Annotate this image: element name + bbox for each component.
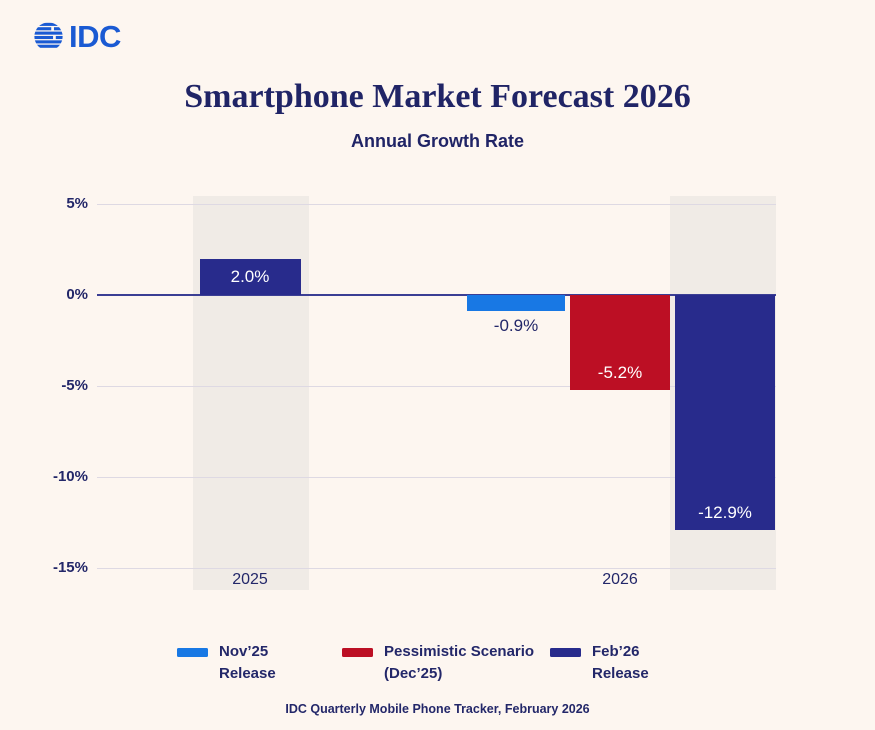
source-note: IDC Quarterly Mobile Phone Tracker, Febr… [285,702,590,716]
legend-swatch-nov25 [177,648,208,657]
bar-value-label-pessimistic-scenario-2026: -5.2% [597,362,643,382]
gridline-0% [97,294,776,296]
x-axis-label-2025: 2025 [232,571,268,588]
idc-globe-icon [34,22,63,48]
x-axis-label-2026: 2026 [602,571,638,588]
legend-label-line1: Feb’26 [592,643,640,660]
bar-feb26-release-2025: 2.0% [199,258,301,295]
legend-label-line2: (Dec’25) [384,665,443,682]
gridline-5% [97,204,776,205]
chart-subtitle: Annual Growth Rate [350,131,524,151]
legend-label-nov25: Nov’25 Release [219,641,276,685]
bar-value-label-feb26-release-2025: 2.0% [230,266,270,286]
bar-feb26-release-2026: -12.9% [675,295,775,530]
legend-item-feb26-release: Feb’26 Release [550,641,649,685]
legend-label-line1: Pessimistic Scenario [384,643,535,660]
bar-pessimistic-scenario-2026: -5.2% [570,295,670,390]
highlight-band-2025 [193,196,309,590]
bar-nov25-release-2026 [467,295,565,312]
y-tick--5%: -5% [61,377,88,394]
bar-value-label-feb26-release-2026: -12.9% [698,502,752,522]
idc-logo-text: IDC [69,19,121,54]
legend-label-line2: Release [592,665,649,682]
gridline--10% [97,477,776,478]
y-tick--15%: -15% [52,559,88,576]
y-tick-0%: 0% [66,286,88,303]
legend-item-nov25-release: Nov’25 Release [177,641,276,685]
legend-label-line2: Release [219,665,276,682]
bar-value-label-nov25-release-2026: -0.9% [493,316,539,336]
legend-swatch-pessimistic [342,648,373,657]
gridline--5% [97,386,776,387]
y-tick-5%: 5% [66,195,88,212]
gridline--15% [97,568,776,569]
legend-label-feb26: Feb’26 Release [592,641,649,685]
idc-logo: IDC [33,21,121,52]
legend-swatch-feb26 [550,648,581,657]
legend-item-pessimistic-scenario: Pessimistic Scenario (Dec’25) [342,641,534,685]
y-tick--10%: -10% [52,468,88,485]
legend-label-line1: Nov’25 [219,643,269,660]
legend-label-pessimistic: Pessimistic Scenario (Dec’25) [384,641,534,685]
page-title: Smartphone Market Forecast 2026 [184,78,691,115]
